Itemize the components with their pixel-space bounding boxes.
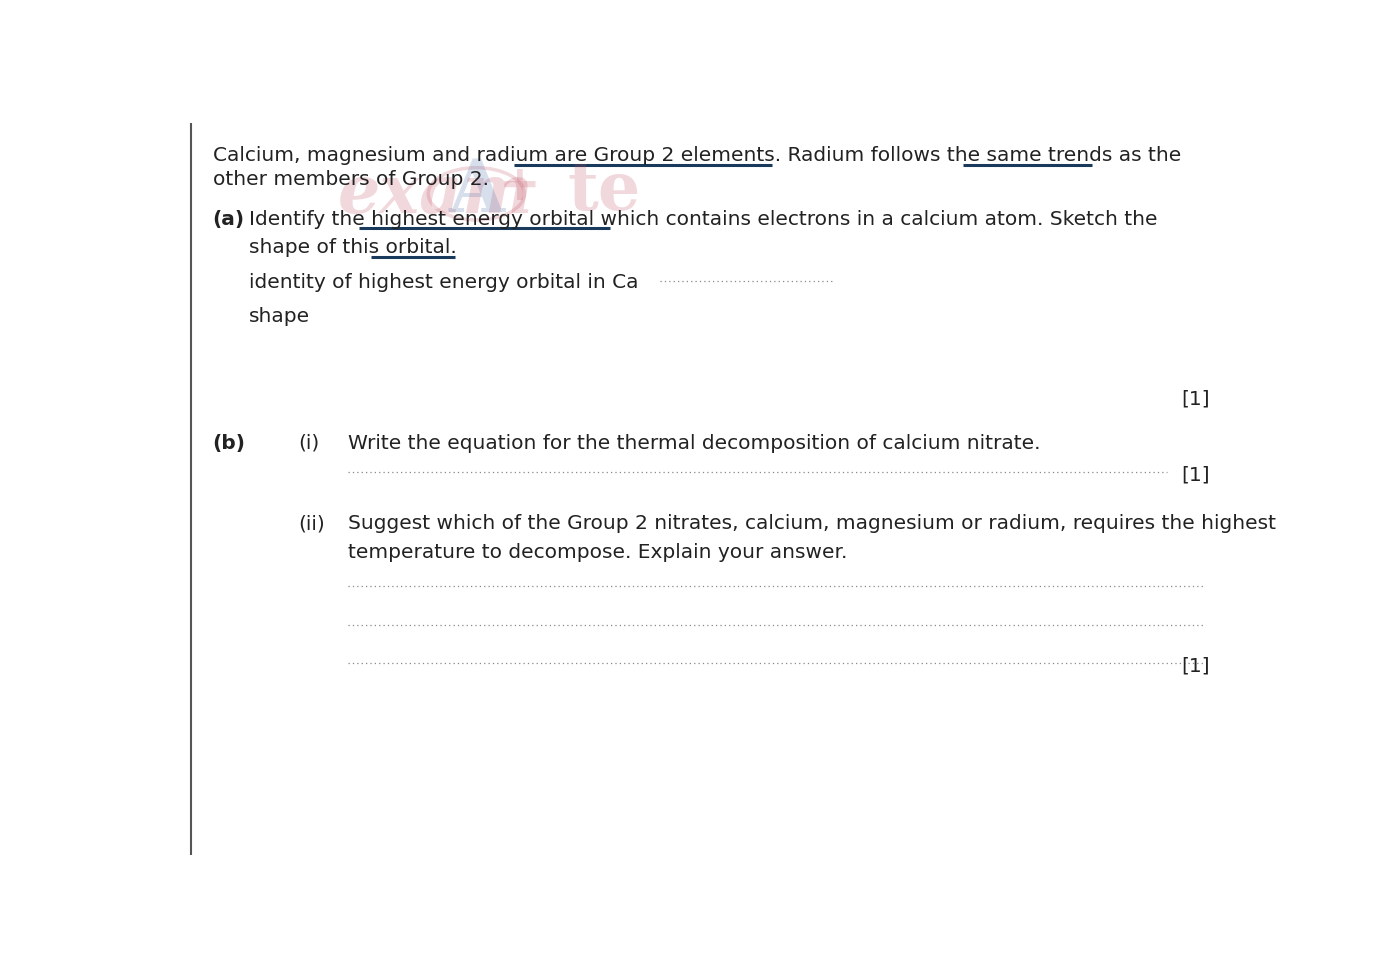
Text: (i): (i) xyxy=(297,433,319,453)
Text: [1]: [1] xyxy=(1181,656,1209,674)
Text: exam: exam xyxy=(337,162,533,227)
Text: (ii): (ii) xyxy=(297,514,325,533)
Text: temperature to decompose. Explain your answer.: temperature to decompose. Explain your a… xyxy=(348,543,848,561)
Text: Identify the highest energy orbital which contains electrons in a calcium atom. : Identify the highest energy orbital whic… xyxy=(249,209,1158,229)
Text: shape: shape xyxy=(249,306,310,326)
Text: +: + xyxy=(498,162,541,209)
Text: (a): (a) xyxy=(212,209,245,229)
Text: A: A xyxy=(448,155,504,227)
Text: [1]: [1] xyxy=(1181,389,1209,408)
Text: Calcium, magnesium and radium are Group 2 elements. Radium follows the same tren: Calcium, magnesium and radium are Group … xyxy=(212,146,1181,165)
Text: Suggest which of the Group 2 nitrates, calcium, magnesium or radium, requires th: Suggest which of the Group 2 nitrates, c… xyxy=(348,514,1276,533)
Text: shape of this orbital.: shape of this orbital. xyxy=(249,238,457,257)
Text: other members of Group 2.: other members of Group 2. xyxy=(212,170,489,189)
Text: Write the equation for the thermal decomposition of calcium nitrate.: Write the equation for the thermal decom… xyxy=(348,433,1041,453)
Text: (b): (b) xyxy=(212,433,245,453)
Text: identity of highest energy orbital in Ca: identity of highest energy orbital in Ca xyxy=(249,273,644,292)
Text: te: te xyxy=(567,158,640,224)
Text: [1]: [1] xyxy=(1181,465,1209,484)
